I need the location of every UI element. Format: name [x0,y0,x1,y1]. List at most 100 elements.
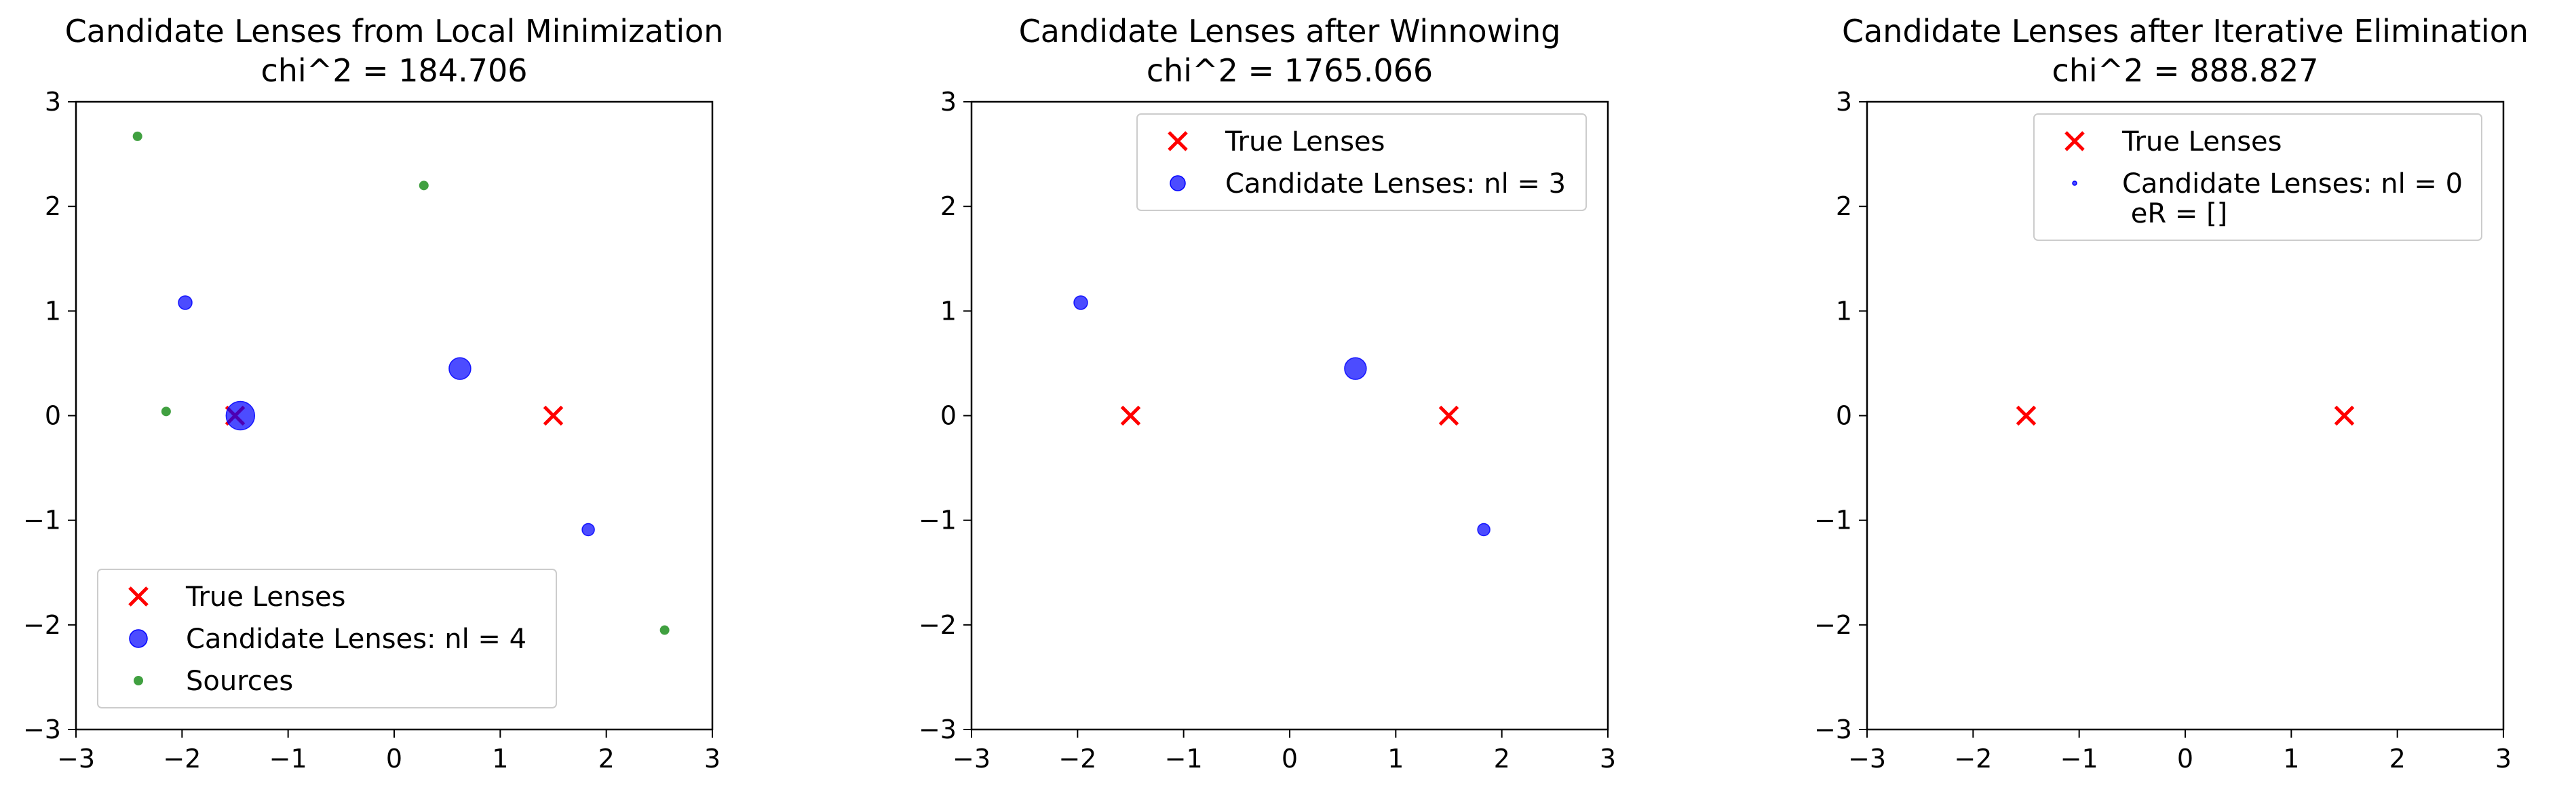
y-tick-label: −3 [919,715,957,744]
x-tick-label: 1 [2283,744,2299,774]
true-lens-point [1120,405,1141,426]
true-lens-point-stroke-b [1438,405,1459,426]
y-tick-label: −2 [23,610,61,640]
candidate-lens-point [1344,357,1367,380]
legend-x-marker [2064,131,2085,151]
series-1 [1120,405,1459,426]
series-2 [178,295,595,537]
legend-label-line: Sources [186,666,293,697]
true-lens-point [1438,405,1459,426]
x-tick-label: −1 [269,744,307,774]
legend-x-marker-stroke-b [128,586,149,607]
x-tick-label: −3 [57,744,95,774]
y-tick-label: −3 [1814,715,1852,744]
axes-frame [75,100,714,731]
legend-label-line: Candidate Lenses: nl = 4 [186,624,526,655]
legend-label: True Lenses [1225,126,1385,157]
x-tick-label: 1 [1387,744,1404,774]
candidate-lens-point [448,357,472,380]
x-tick-label: 3 [2495,744,2512,774]
legend-candidate-marker [129,629,148,648]
chart-subtitle: chi^2 = 1765.066 [1147,52,1433,89]
y-tick-label: −1 [919,506,957,535]
series-1 [2016,405,2355,426]
legend-source-marker [134,676,143,685]
x-tick-label: −2 [163,744,201,774]
chart-panel-1: Candidate Lenses from Local Minimization… [23,13,723,774]
legend: True Lenses Candidate Lenses: nl = 0 eR =… [2033,113,2482,241]
x-tick-label: −2 [1058,744,1096,774]
series-1 [225,405,564,426]
legend-label: Candidate Lenses: nl = 0 eR = [] [2122,168,2463,229]
y-tick-label: 0 [45,401,61,431]
x-tick-label: 1 [492,744,508,774]
true-lens-point [543,405,564,426]
chart-title: Candidate Lenses after Iterative Elimina… [1842,13,2529,50]
legend-label: Candidate Lenses: nl = 3 [1225,168,1566,200]
source-point [419,181,429,191]
y-tick-label: 1 [1836,296,1852,326]
source-point [161,406,171,417]
legend-label-line: eR = [] [2122,198,2227,229]
y-tick-label: 3 [940,87,957,117]
candidate-lens-point [581,523,595,537]
y-tick-label: −1 [23,506,61,535]
legend-x-marker-stroke-b [2064,131,2085,151]
x-tick-label: 2 [598,744,615,774]
y-tick-label: 2 [940,191,957,221]
candidate-lens-point [225,400,256,431]
legend-label-line: True Lenses [185,582,346,613]
y-tick-label: −2 [919,610,957,640]
series-2 [1073,295,1491,537]
axes-frame [970,100,1609,731]
y-tick-label: 3 [1836,87,1852,117]
legend-label: Sources [186,666,293,697]
x-tick-label: 2 [1494,744,1510,774]
legend-label-line: True Lenses [1225,126,1385,157]
y-tick-label: 0 [940,401,957,431]
y-tick-label: −1 [1814,506,1852,535]
true-lens-point-stroke-b [1120,405,1141,426]
y-tick-label: −2 [1814,610,1852,640]
legend-box [1136,113,1587,211]
y-tick-label: 0 [1836,401,1852,431]
legend-x-marker [1168,131,1188,151]
chart-panel-3: Candidate Lenses after Iterative Elimina… [1814,13,2529,774]
y-tick-label: 2 [45,191,61,221]
legend-label-line: True Lenses [2121,126,2282,157]
chart-subtitle: chi^2 = 888.827 [2052,52,2318,89]
x-tick-label: −3 [953,744,991,774]
x-tick-label: 0 [386,744,402,774]
y-tick-label: 3 [45,87,61,117]
legend-x-marker-stroke-b [1168,131,1188,151]
chart-title: Candidate Lenses after Winnowing [1019,13,1561,50]
x-tick-label: −1 [2060,744,2098,774]
x-tick-label: 3 [704,744,720,774]
true-lens-point [2334,405,2355,426]
legend: True Lenses Candidate Lenses: nl = 3 [1136,113,1587,211]
true-lens-point-stroke-b [543,405,564,426]
legend-candidate-marker [1170,175,1186,191]
legend-label-line: Candidate Lenses: nl = 0 [2122,168,2463,200]
legend: True Lenses Candidate Lenses: nl = 4 Sourc… [97,569,557,708]
x-tick-label: −3 [1848,744,1886,774]
x-tick-label: 2 [2389,744,2406,774]
legend-box [97,569,557,708]
true-lens-point-stroke-b [2016,405,2037,426]
true-lens-point [2016,405,2037,426]
y-tick-label: −3 [23,715,61,744]
legend-x-marker [128,586,149,607]
x-tick-label: −1 [1165,744,1203,774]
legend-label: Candidate Lenses: nl = 4 [186,624,526,655]
true-lens-point-stroke-b [2334,405,2355,426]
x-tick-label: 0 [1282,744,1298,774]
axes-frame [1866,100,2505,731]
chart-subtitle: chi^2 = 184.706 [261,52,527,89]
source-point [132,131,142,141]
y-tick-label: 1 [940,296,957,326]
legend-candidate-marker [2072,181,2077,186]
candidate-lens-point [178,295,193,310]
x-tick-label: 0 [2177,744,2193,774]
series-3 [132,131,670,635]
